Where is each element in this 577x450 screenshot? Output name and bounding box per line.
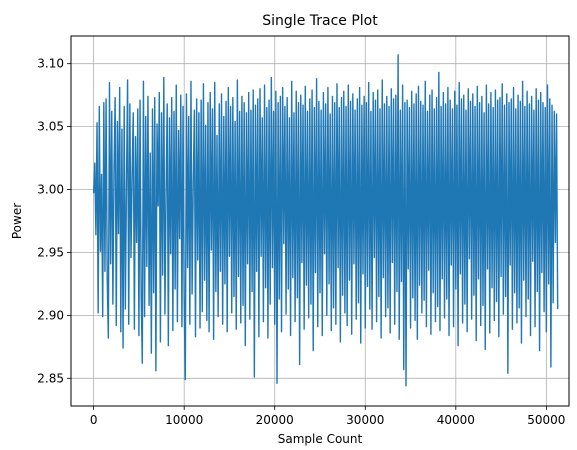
y-tick-label: 2.95	[37, 245, 64, 259]
y-tick-label: 3.05	[37, 120, 64, 134]
x-tick-label: 30000	[346, 413, 384, 427]
chart-title: Single Trace Plot	[262, 13, 378, 29]
x-tick-label: 0	[90, 413, 98, 427]
y-tick-label: 3.10	[37, 57, 64, 71]
y-tick-label: 2.90	[37, 308, 64, 322]
y-tick-label: 3.00	[37, 183, 64, 197]
x-tick-label: 50000	[527, 413, 565, 427]
y-tick-label: 2.85	[37, 371, 64, 385]
x-axis-title: Sample Count	[278, 432, 363, 446]
y-axis-title: Power	[10, 203, 24, 239]
x-tick-label: 40000	[437, 413, 475, 427]
x-tick-label: 20000	[256, 413, 294, 427]
x-tick-label: 10000	[165, 413, 203, 427]
